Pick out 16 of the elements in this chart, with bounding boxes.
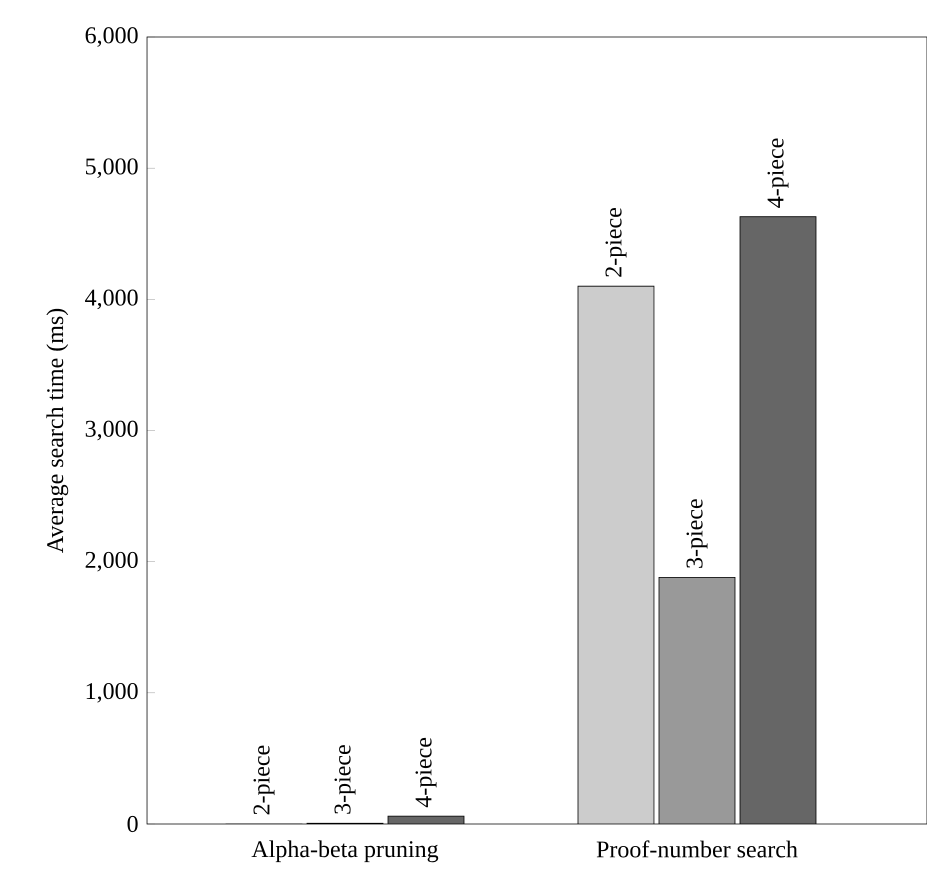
text: 2-piece xyxy=(253,746,275,814)
y-tick-label: 4,000 xyxy=(85,290,138,310)
text: 4-piece xyxy=(415,738,437,808)
y-axis-title: Average search time (ms) xyxy=(46,308,68,553)
x-tick-label: Proof-number search xyxy=(596,840,798,858)
text: 2-piece xyxy=(605,208,626,277)
x-tick-label: Alpha-beta pruning xyxy=(252,840,438,862)
y-tick-label: 6,000 xyxy=(86,27,138,47)
y-tick-label: 5,000 xyxy=(86,158,138,178)
y-tick-label: 1,000 xyxy=(86,682,138,703)
text: 3-piece xyxy=(334,745,356,814)
text: 4-piece xyxy=(767,138,788,208)
y-tick-label: 3,000 xyxy=(86,420,138,440)
y-tick-label: 2,000 xyxy=(86,552,138,572)
y-tick-label: 0 xyxy=(128,816,138,832)
text: 3-piece xyxy=(686,499,708,568)
